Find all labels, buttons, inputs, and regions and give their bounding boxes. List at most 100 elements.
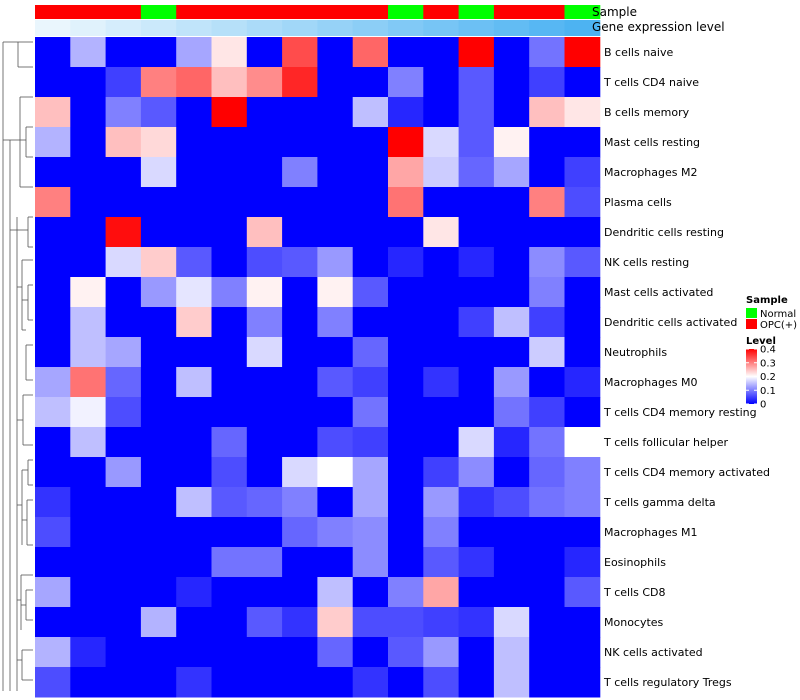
sample-annotation-bar (35, 5, 601, 19)
heatmap-cell (388, 277, 424, 308)
heatmap-cell (458, 277, 495, 308)
legend-opc-label: OPC(+) (760, 320, 797, 331)
heatmap-cell (529, 637, 565, 668)
heatmap-cell (105, 277, 142, 308)
heatmap-cell (317, 487, 354, 518)
heatmap-cell (458, 457, 495, 488)
heatmap-cell (529, 337, 565, 368)
heatmap-cell (70, 187, 107, 218)
heatmap-cell (388, 217, 424, 248)
heatmap-cell (35, 247, 71, 278)
heatmap-cell (529, 307, 565, 338)
heatmap-cell (35, 547, 71, 578)
heatmap-cell (70, 487, 107, 518)
heatmap-cell (246, 607, 283, 638)
heatmap-cell (105, 577, 142, 608)
heatmap-cell (529, 547, 565, 578)
heatmap-cell (388, 487, 424, 518)
expression-annotation-cell (35, 20, 71, 36)
heatmap-cell (423, 187, 460, 218)
heatmap-cell (388, 97, 424, 128)
sample-annotation-cell (211, 5, 248, 19)
heatmap-cell (35, 457, 71, 488)
heatmap-cell (564, 217, 601, 248)
heatmap-cell (70, 277, 107, 308)
heatmap-cell (176, 607, 212, 638)
heatmap-cell (529, 97, 565, 128)
expression-annotation-bar (35, 20, 601, 36)
heatmap-cell (282, 67, 318, 98)
heatmap-cell (564, 427, 601, 458)
heatmap-cell (529, 577, 565, 608)
heatmap-cell (176, 157, 212, 188)
heatmap-cell (35, 127, 71, 158)
heatmap-cell (529, 457, 565, 488)
heatmap-cell (140, 67, 177, 98)
heatmap-cell (246, 487, 283, 518)
legend-normal-swatch (746, 308, 757, 318)
heatmap-cell (493, 277, 530, 308)
heatmap-cell (388, 337, 424, 368)
heatmap-cell (211, 487, 248, 518)
heatmap-cell (282, 397, 318, 428)
heatmap-cell (317, 37, 354, 68)
heatmap-cell (140, 517, 177, 548)
legend-level-tick-label: 0 (760, 400, 766, 411)
heatmap-cell (317, 427, 354, 458)
heatmap-cell (35, 157, 71, 188)
heatmap-cell (564, 547, 601, 578)
heatmap-cell (176, 307, 212, 338)
heatmap-cell (70, 427, 107, 458)
heatmap-cell (458, 157, 495, 188)
heatmap-cell (70, 367, 107, 398)
heatmap-cell (317, 667, 354, 698)
heatmap-cell (246, 397, 283, 428)
heatmap-cell (493, 517, 530, 548)
heatmap-cell (105, 157, 142, 188)
heatmap-cell (458, 427, 495, 458)
heatmap-cell (246, 667, 283, 698)
heatmap-cell (564, 577, 601, 608)
expression-annotation-cell (282, 20, 318, 36)
heatmap-cell (246, 457, 283, 488)
heatmap-cell (317, 217, 354, 248)
heatmap-cell (423, 667, 460, 698)
row-label: Neutrophils (604, 346, 667, 359)
heatmap-cell (493, 187, 530, 218)
heatmap-cell (493, 367, 530, 398)
heatmap-cell (317, 247, 354, 278)
heatmap-cell (140, 157, 177, 188)
heatmap-cell (458, 67, 495, 98)
heatmap-cell (423, 307, 460, 338)
heatmap-cell (140, 37, 177, 68)
legend-level-tick-label: 0.1 (760, 386, 776, 397)
heatmap-cell (246, 217, 283, 248)
legend-opc-swatch (746, 319, 757, 329)
heatmap-cell (564, 67, 601, 98)
heatmap-cell (282, 157, 318, 188)
heatmap-cell (282, 97, 318, 128)
heatmap-cell (140, 427, 177, 458)
heatmap-cell (388, 517, 424, 548)
heatmap-cell (211, 547, 248, 578)
heatmap-cell (70, 37, 107, 68)
heatmap-cell (564, 517, 601, 548)
heatmap-cell (493, 217, 530, 248)
heatmap-cell (317, 457, 354, 488)
heatmap-cell (388, 547, 424, 578)
heatmap-cell (564, 247, 601, 278)
heatmap-cell (317, 97, 354, 128)
heatmap-cell (282, 457, 318, 488)
row-label: Plasma cells (604, 196, 672, 209)
row-label: Macrophages M0 (604, 376, 697, 389)
heatmap-cell (211, 187, 248, 218)
sample-annotation-cell (423, 5, 460, 19)
heatmap-cell (70, 127, 107, 158)
expression-annotation-cell (493, 20, 530, 36)
legend-level-title: Level (746, 336, 776, 347)
row-labels: B cells naive T cells CD4 naive B cells me… (603, 46, 770, 689)
heatmap-cell (423, 397, 460, 428)
heatmap-cell (458, 487, 495, 518)
heatmap-cell (105, 247, 142, 278)
